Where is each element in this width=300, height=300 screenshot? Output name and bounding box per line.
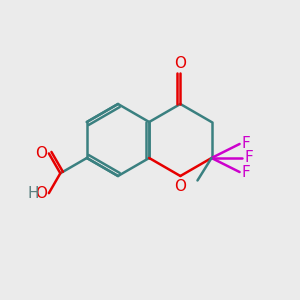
Text: F: F: [242, 164, 250, 179]
Text: O: O: [35, 146, 47, 161]
Text: O: O: [174, 179, 186, 194]
Text: F: F: [242, 136, 250, 152]
Text: O: O: [35, 186, 47, 201]
Text: H: H: [27, 186, 39, 201]
Text: F: F: [244, 151, 253, 166]
Text: O: O: [174, 56, 186, 71]
